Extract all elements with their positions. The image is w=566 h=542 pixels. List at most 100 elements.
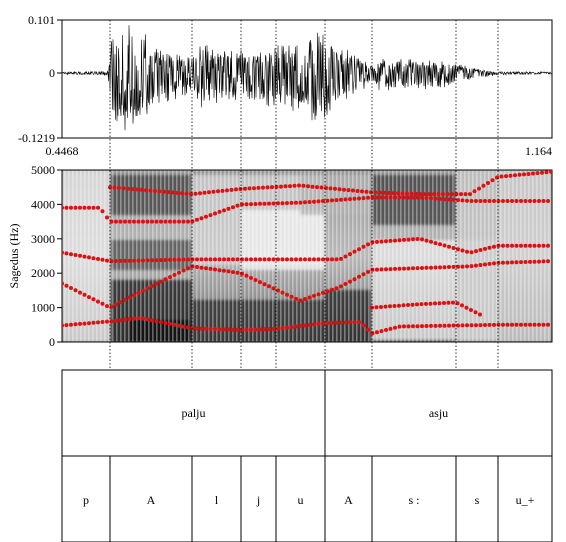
formant-point — [374, 305, 379, 310]
word-label: asju — [429, 406, 448, 420]
formant-point — [222, 257, 226, 262]
formant-point — [216, 189, 220, 194]
formant-point — [91, 297, 96, 302]
formant-point — [91, 320, 96, 325]
formant-point — [469, 264, 474, 269]
formant-point — [132, 316, 136, 321]
formant-point — [126, 186, 130, 191]
waveform-ymin-label: -0.1219 — [18, 131, 55, 145]
formant-point — [456, 198, 460, 203]
formant-point — [387, 191, 391, 195]
formant-point — [204, 266, 208, 271]
formant-point — [468, 192, 472, 197]
formant-point — [460, 264, 465, 269]
formant-point — [312, 199, 316, 204]
formant-point — [280, 257, 285, 262]
formant-point — [428, 301, 433, 306]
formant-point — [213, 327, 217, 331]
formant-point — [441, 192, 445, 197]
formant-point — [256, 185, 261, 190]
spectrogram-panel: 5000 4000 3000 2000 1000 0 Sagedus (Hz) — [7, 163, 553, 349]
formant-point — [465, 264, 469, 269]
formant-point — [433, 196, 438, 201]
formant-point — [492, 199, 496, 203]
formant-point — [427, 192, 432, 197]
formant-point — [64, 283, 69, 288]
formant-point — [199, 265, 204, 270]
formant-point — [244, 273, 249, 278]
formant-point — [510, 260, 514, 265]
formant-point — [424, 324, 429, 328]
formant-point — [249, 257, 253, 262]
waveform-zero-label: 0 — [49, 66, 55, 80]
formant-point — [186, 266, 190, 271]
formant-point — [294, 257, 298, 262]
formant-point — [379, 239, 384, 244]
formant-point — [217, 327, 222, 332]
formant-point — [523, 322, 528, 327]
formant-point — [222, 327, 226, 332]
formant-point — [235, 270, 240, 275]
formant-point — [357, 274, 361, 279]
formant-point — [351, 188, 355, 193]
formant-point — [199, 216, 204, 221]
formant-point — [163, 321, 168, 325]
formant-point — [510, 243, 514, 248]
formant-point — [442, 197, 447, 202]
formant-point — [91, 256, 96, 261]
formant-point — [306, 184, 310, 189]
formant-point — [247, 186, 252, 191]
formant-point — [100, 257, 105, 262]
formant-point — [424, 301, 428, 306]
formant-point — [136, 219, 141, 224]
formant-point — [537, 199, 541, 203]
formant-point — [429, 196, 433, 201]
formant-point — [132, 219, 136, 224]
formant-point — [483, 199, 487, 203]
formant-point — [460, 303, 464, 308]
formant-point — [123, 219, 127, 224]
phone-label: u_+ — [516, 493, 535, 507]
formant-point — [433, 241, 438, 246]
formant-point — [231, 327, 235, 332]
formant-point — [505, 243, 510, 248]
formant-point — [78, 290, 82, 295]
word-tier: palju asju — [182, 370, 448, 456]
boundary-lines — [109, 20, 499, 370]
formant-point — [473, 310, 478, 315]
formant-point — [105, 304, 109, 309]
formant-point — [199, 326, 204, 331]
formant-point — [339, 320, 343, 325]
formant-point — [267, 284, 271, 289]
formant-point — [190, 257, 195, 262]
formant-point — [397, 238, 402, 243]
formant-point — [208, 213, 213, 218]
formant-point — [145, 317, 150, 322]
formant-point — [478, 248, 483, 252]
formant-point — [204, 214, 208, 219]
formant-point — [244, 327, 249, 332]
formant-point — [168, 219, 172, 224]
formant-point — [172, 272, 177, 277]
formant-point — [171, 190, 175, 195]
formant-point — [303, 297, 307, 301]
formant-point — [339, 256, 343, 261]
formant-point — [478, 263, 483, 267]
formant-point — [186, 219, 190, 224]
spectrogram-tick-label: 3000 — [31, 232, 55, 246]
formant-point — [105, 258, 109, 263]
formant-point — [307, 200, 312, 204]
formant-point — [96, 299, 100, 304]
formant-point — [262, 257, 267, 262]
spectrogram-tick-label: 0 — [49, 335, 55, 349]
formant-point — [496, 243, 501, 248]
formant-point — [222, 268, 226, 273]
formant-point — [145, 258, 150, 263]
formant-point — [213, 257, 217, 262]
formant-point — [82, 292, 87, 297]
formant-point — [360, 189, 364, 194]
formant-point — [478, 199, 483, 203]
formant-point — [123, 258, 127, 263]
